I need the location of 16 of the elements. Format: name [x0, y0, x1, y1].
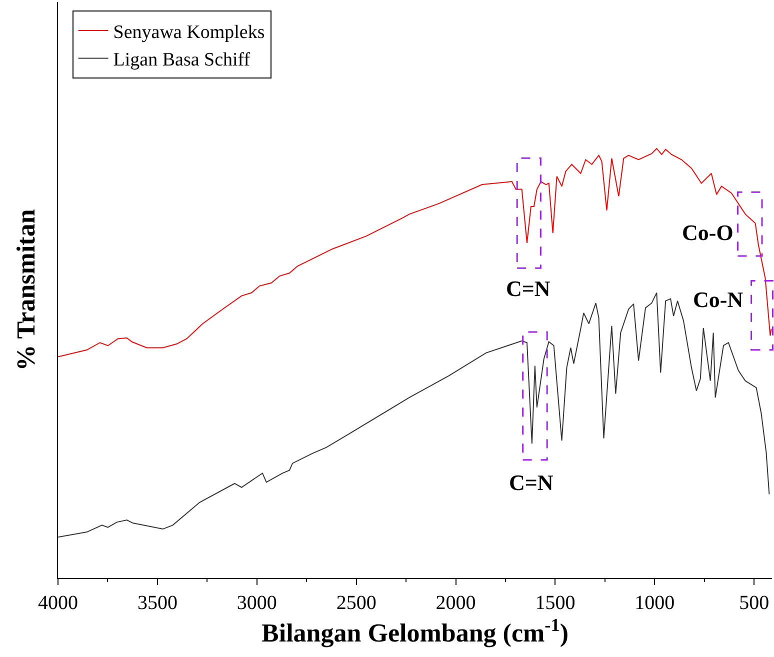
legend-label: Ligan Basa Schiff [113, 50, 251, 71]
x-tick-label: 1500 [535, 592, 576, 614]
x-tick-label: 500 [739, 592, 770, 614]
annotation: Co-O [682, 220, 734, 245]
x-tick-label: 3000 [236, 592, 277, 614]
legend-label: Senyawa Kompleks [113, 22, 265, 43]
x-tick-label: 3500 [137, 592, 178, 614]
annotation: Co-N [693, 287, 744, 312]
y-axis-title: % Transmitan [11, 208, 40, 371]
x-tick-label: 2000 [436, 592, 476, 614]
annotation: C=N [509, 470, 554, 495]
x-axis-title: Bilangan Gelombang (cm$^{-1}$) [262, 614, 568, 648]
x-tick-label: 1000 [634, 592, 675, 614]
x-tick-label: 4000 [38, 592, 78, 614]
x-tick-label: 2500 [336, 592, 376, 614]
annotation: C=N [506, 276, 550, 301]
